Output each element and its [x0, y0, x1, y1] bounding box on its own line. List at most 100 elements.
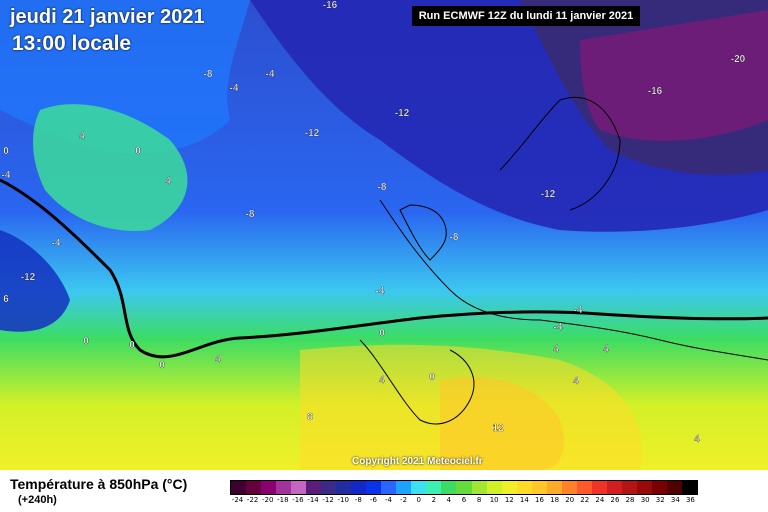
scale-tick-label: -10 [337, 496, 349, 504]
scale-tick-label: -14 [307, 496, 319, 504]
scale-tick-label: 12 [504, 496, 514, 504]
scale-tick-label: -18 [277, 496, 289, 504]
scale-tick-label: 20 [565, 496, 575, 504]
isotherm-label: 8 [307, 412, 313, 423]
scale-swatch [411, 481, 427, 494]
isotherm-label: -8 [246, 209, 255, 220]
isotherm-label: 0 [3, 146, 9, 157]
isotherm-label: -4 [376, 286, 385, 297]
scale-tick-label: 32 [655, 496, 665, 504]
scale-tick-label: -12 [322, 496, 334, 504]
scale-tick-label: 0 [416, 496, 421, 504]
isotherm-label: -4 [2, 170, 11, 181]
legend-footer: Température à 850hPa (°C) (+240h) -24 -22… [0, 470, 768, 512]
scale-tick-label: 16 [535, 496, 544, 504]
isotherm-label: 4 [79, 131, 85, 142]
isotherm-label: -4 [574, 305, 583, 316]
cold-zone-west [0, 230, 70, 332]
isotherm-label: -4 [266, 69, 275, 80]
coast-iberia [359, 339, 475, 425]
isotherm-label: 4 [215, 354, 221, 365]
isotherm-label: 0 [159, 360, 165, 371]
scale-tick-label: 34 [670, 496, 680, 504]
scale-tick-label: 22 [580, 496, 590, 504]
scale-tick-label: 14 [519, 496, 529, 504]
scale-swatch [336, 481, 352, 494]
scale-tick-label: -6 [369, 496, 377, 504]
scale-tick-label: -2 [400, 496, 408, 504]
scale-swatch [531, 481, 547, 494]
scale-tick-label: 18 [550, 496, 560, 504]
scale-swatch [681, 481, 697, 494]
scale-tick-label: 8 [476, 496, 482, 504]
forecast-time: 13:00 locale [12, 32, 132, 55]
isotherm-label: -12 [395, 108, 410, 119]
scale-swatch [261, 481, 277, 494]
scale-swatch [546, 481, 562, 494]
scale-swatch [621, 481, 637, 494]
scale-swatch [486, 481, 502, 494]
isotherm-label: 6 [3, 294, 9, 305]
scale-swatch [471, 481, 487, 494]
scale-tick-label: 6 [461, 496, 467, 504]
scale-swatch [651, 481, 667, 494]
scale-swatch [456, 481, 472, 494]
scale-swatch [591, 481, 607, 494]
isotherm-label: -8 [378, 182, 387, 193]
isotherm-label: 0 [129, 340, 135, 351]
isotherm-label: 4 [379, 375, 385, 386]
run-info: Run ECMWF 12Z du lundi 11 janvier 2021 [412, 6, 640, 26]
scale-swatch [561, 481, 577, 494]
color-swatches [230, 480, 698, 495]
scale-swatch [366, 481, 382, 494]
scale-tick-label: -16 [292, 496, 304, 504]
variable-title: Température à 850hPa (°C) [10, 476, 188, 492]
coast-europe [379, 199, 768, 361]
isotherm-label: -4 [554, 322, 563, 333]
scale-tick-label: -4 [385, 496, 393, 504]
scale-tick-label: 36 [685, 496, 695, 504]
isotherm-label: -12 [541, 189, 556, 200]
scale-swatch [291, 481, 307, 494]
scale-tick-label: 26 [610, 496, 620, 504]
isotherm-label: 0 [379, 328, 385, 339]
scale-tick-label: 4 [446, 496, 452, 504]
coast-scandinavia [499, 96, 621, 211]
isotherm-label: -8 [204, 69, 213, 80]
scale-swatch [426, 481, 442, 494]
scale-swatch [246, 481, 262, 494]
scale-tick-label: 10 [489, 496, 499, 504]
scale-swatch [231, 481, 247, 494]
color-scale: -24 -22 -20 -18 -16 -14 -12 -10 -8 -6 -4 -2 0 2 4 6 8 10 1… [230, 480, 698, 510]
isotherm-label: -16 [648, 86, 663, 97]
isotherm-label: 0 [429, 372, 435, 383]
scale-swatch [441, 481, 457, 494]
scale-swatch [321, 481, 337, 494]
scale-tick-label: -24 [231, 496, 244, 504]
copyright: Copyright 2021 Meteociel.fr [352, 456, 483, 467]
isotherm-label: -12 [21, 272, 36, 283]
scale-tick-label: -20 [262, 496, 274, 504]
zero-isotherm [0, 178, 768, 359]
scale-tick-label: -22 [246, 496, 259, 504]
scale-swatch [351, 481, 367, 494]
scale-swatch [636, 481, 652, 494]
scale-swatch [396, 481, 412, 494]
isotherm-label: -8 [450, 232, 459, 243]
coast-britain [399, 204, 447, 261]
scale-swatch [606, 481, 622, 494]
isotherm-label: 4 [553, 344, 559, 355]
very-cold-zone [580, 10, 768, 141]
scale-swatch [516, 481, 532, 494]
isotherm-label: -12 [305, 128, 320, 139]
scale-swatch [381, 481, 397, 494]
greenland-zone [33, 104, 188, 231]
isotherm-label: 4 [573, 376, 579, 387]
isotherm-label: 4 [603, 344, 609, 355]
scale-swatch [306, 481, 322, 494]
scale-swatch [576, 481, 592, 494]
isotherm-label: 12 [492, 423, 504, 434]
isotherm-label: 0 [135, 146, 141, 157]
isotherm-label: -4 [52, 238, 61, 249]
isotherm-label: 4 [165, 176, 171, 187]
